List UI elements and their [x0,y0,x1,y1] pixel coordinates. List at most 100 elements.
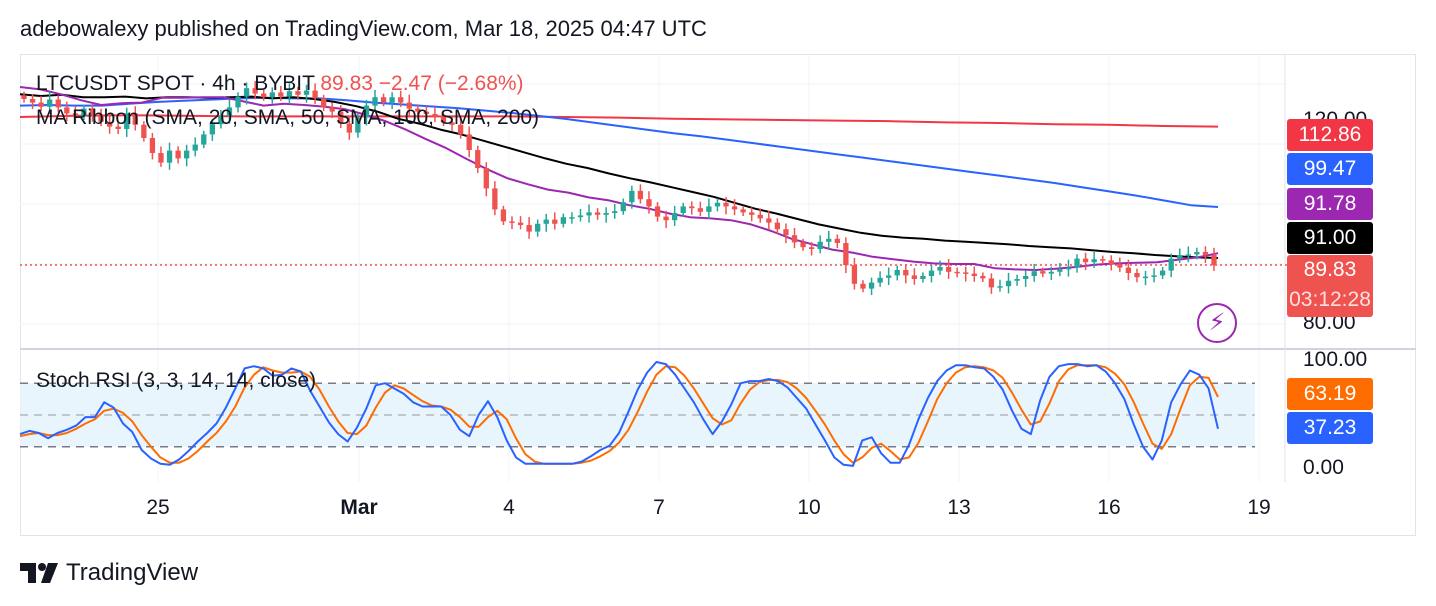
candle-body [594,212,601,215]
candle-body [269,92,275,98]
candle-body [612,211,618,213]
lightning-icon[interactable]: ⚡ [1197,303,1237,343]
candle-body [997,286,1003,288]
candle-body [1185,254,1191,256]
candle-body [603,213,609,215]
candle-body [286,91,293,97]
candle-body [47,99,53,107]
candle-body [440,116,447,123]
stoch-lines [19,361,1219,467]
candle-body [398,97,404,103]
sma20-price-tag: 91.78 [1287,188,1373,220]
candle-body [355,117,361,133]
candle-body [124,113,130,129]
candle-body [963,272,969,274]
candle-body [697,208,703,212]
candle-body [637,190,644,200]
candle-body [1065,267,1072,270]
candle-body [569,217,575,219]
candle-body [141,124,147,138]
candle-body [1014,279,1020,281]
candle-body [586,212,592,216]
candle-body [1005,280,1012,287]
candle-body [89,108,96,116]
date-tick-label: 16 [1097,496,1121,519]
candle-body [740,209,746,213]
candle-body [500,209,507,222]
candle-body [980,276,986,279]
candle-body [243,88,250,97]
candle-body [903,270,909,276]
stoch-rsi-legend[interactable]: Stoch RSI (3, 3, 14, 14, close) [36,369,317,392]
candle-body [192,144,198,151]
date-tick-label: 19 [1247,496,1271,519]
candle-body [363,105,370,118]
date-tick-label: Mar [340,496,378,519]
candle-body [671,213,678,221]
candle-body [723,202,729,207]
candle-body [406,102,412,109]
candle-body [55,99,61,108]
candle-body [149,138,156,153]
candle-body [1211,255,1217,266]
tradingview-brand-text: TradingView [66,559,199,586]
symbol-legend[interactable]: LTCUSDT SPOT · 4h · BYBIT 89.83 −2.47 (−… [36,72,524,96]
candle-body [757,214,763,219]
candle-body [1057,269,1063,272]
candle-body [560,217,567,224]
candle-body [475,150,481,168]
candle-body [1031,271,1037,276]
candle-body [826,238,832,242]
candle-body [158,153,164,163]
sma200-price-tag: 112.86 [1287,119,1373,151]
candle-body [1134,273,1140,278]
candle-body [808,247,815,249]
candle-body [886,275,892,278]
candle-body [115,126,121,129]
candle-body [509,221,515,223]
candle-body [252,88,258,94]
candle-body [1082,258,1089,263]
candles [21,81,1217,296]
candle-body [466,134,472,150]
candle-body [988,278,995,288]
candle-body [577,215,584,218]
candle-body [535,223,541,232]
candle-body [1074,258,1080,268]
candle-body [492,188,498,210]
candle-body [817,241,823,249]
stoch-axis-bottom-label: 0.00 [1303,456,1344,479]
candle-body [517,222,524,225]
candle-body [1100,259,1106,261]
stoch-band [20,382,1255,448]
date-tick-label: 10 [797,496,821,519]
candle-body [98,115,104,122]
candle-body [928,270,935,276]
candle-body [860,283,866,289]
candle-body [868,282,875,289]
candle-body [132,113,138,125]
candle-body [261,93,267,98]
candle-body [29,99,36,103]
candle-body [791,235,798,243]
candle-body [1194,252,1200,255]
sma20-line [19,86,1219,271]
candle-body [449,122,455,125]
publish-line: adebowalexy published on TradingView.com… [20,16,707,41]
candle-body [1177,255,1183,259]
ma-ribbon-legend[interactable]: MA Ribbon (SMA, 20, SMA, 50, SMA, 100, S… [36,106,540,129]
candle-body [783,229,789,236]
candle-body [372,97,378,106]
candle-body [714,202,721,207]
candle-body [338,111,344,124]
candle-body [235,96,241,108]
candle-body [552,219,558,224]
candle-body [766,218,772,223]
stoch-d-tag: 63.19 [1287,378,1373,410]
candle-body [971,273,977,276]
candle-body [21,95,27,99]
candle-body [749,212,755,215]
candle-body [877,277,883,283]
candle-body [106,121,113,127]
